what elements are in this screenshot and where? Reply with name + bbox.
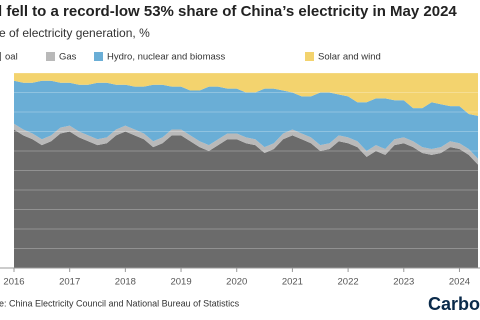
legend-swatch xyxy=(0,52,1,61)
legend-swatch xyxy=(305,52,314,61)
legend-label: Solar and wind xyxy=(318,52,381,63)
chart-title: l fell to a record-low 53% share of Chin… xyxy=(0,3,457,20)
area xyxy=(14,123,478,165)
x-tick-label: 2024 xyxy=(449,277,470,288)
area xyxy=(14,80,478,159)
x-tick-label: 2022 xyxy=(338,277,359,288)
area xyxy=(14,129,478,268)
x-tick-label: 2020 xyxy=(226,277,247,288)
legend-label: oal xyxy=(5,52,18,63)
legend-swatch xyxy=(46,52,55,61)
x-tick-label: 2016 xyxy=(3,277,24,288)
legend-label: Hydro, nuclear and biomass xyxy=(107,52,226,63)
legend-swatch xyxy=(94,52,103,61)
area xyxy=(14,73,478,116)
x-tick-label: 2017 xyxy=(59,277,80,288)
x-tick-label: 2019 xyxy=(170,277,191,288)
x-tick-label: 2018 xyxy=(115,277,136,288)
logo: CarbonB xyxy=(428,294,480,314)
x-tick-label: 2023 xyxy=(393,277,414,288)
legend-label: Gas xyxy=(59,52,77,63)
source-note: e: China Electricity Council and Nationa… xyxy=(0,298,240,308)
chart-subtitle: e of electricity generation, % xyxy=(0,26,150,40)
x-tick-label: 2021 xyxy=(282,277,303,288)
